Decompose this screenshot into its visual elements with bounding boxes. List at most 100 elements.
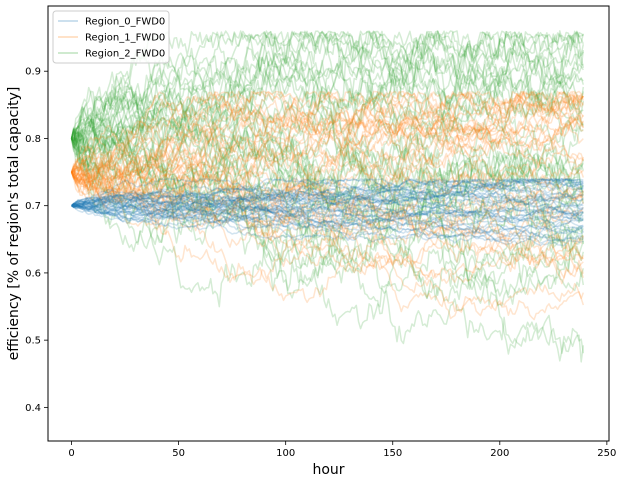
series-line-region-2-fwd0	[70, 30, 584, 191]
series-line-region-2-fwd0	[70, 90, 585, 264]
series-line-region-2-fwd0	[71, 30, 584, 196]
series-line-region-0-fwd0	[71, 188, 584, 214]
series-line-region-1-fwd0	[70, 90, 584, 187]
series-line-region-1-fwd0	[71, 116, 584, 200]
series-line-region-2-fwd0	[71, 58, 584, 214]
series-line-region-0-fwd0	[71, 187, 584, 220]
series-line-region-1-fwd0	[70, 91, 584, 183]
series-line-region-2-fwd0	[70, 30, 584, 225]
series-line-region-1-fwd0	[71, 142, 585, 236]
series-line-region-1-fwd0	[70, 90, 585, 173]
series-line-region-2-fwd0	[70, 97, 585, 278]
series-line-region-1-fwd0	[71, 91, 584, 191]
series-line-region-0-fwd0	[71, 200, 584, 243]
series-line-region-1-fwd0	[70, 171, 585, 279]
series-line-region-2-fwd0	[70, 42, 585, 169]
series-line-region-0-fwd0	[71, 198, 584, 217]
series-line-region-1-fwd0	[71, 150, 585, 321]
series-line-region-1-fwd0	[71, 147, 585, 252]
series-line-region-1-fwd0	[71, 90, 584, 183]
series-line-region-2-fwd0	[70, 128, 584, 315]
series-line-region-1-fwd0	[70, 112, 584, 221]
series-line-region-1-fwd0	[71, 154, 584, 285]
series-line-region-1-fwd0	[71, 99, 585, 184]
series-line-region-2-fwd0	[70, 66, 585, 227]
series-line-region-0-fwd0	[71, 187, 584, 226]
legend-label: Region_2_FWD0	[85, 49, 165, 60]
series-line-region-1-fwd0	[70, 90, 584, 198]
series-line-region-1-fwd0	[70, 90, 584, 194]
series-line-region-0-fwd0	[71, 178, 584, 208]
series-line-region-2-fwd0	[70, 30, 585, 145]
series-line-region-2-fwd0	[70, 110, 584, 222]
series-line-region-1-fwd0	[71, 136, 584, 266]
y-tick-label: 0.6	[25, 268, 41, 279]
y-tick-label: 0.9	[25, 67, 41, 78]
series-line-region-2-fwd0	[71, 137, 585, 363]
series-line-region-2-fwd0	[71, 30, 584, 146]
series-line-region-1-fwd0	[71, 167, 585, 286]
series-line-region-0-fwd0	[71, 200, 584, 238]
series-line-region-2-fwd0	[71, 48, 585, 239]
series-line-region-2-fwd0	[70, 30, 585, 189]
series-line-region-1-fwd0	[70, 128, 585, 238]
series-line-region-0-fwd0	[71, 178, 584, 207]
series-line-region-2-fwd0	[70, 75, 585, 292]
series-line-region-1-fwd0	[71, 90, 584, 199]
series-line-region-2-fwd0	[70, 60, 585, 268]
series-line-region-2-fwd0	[71, 74, 584, 232]
series-line-region-2-fwd0	[70, 138, 584, 292]
series-line-region-0-fwd0	[71, 190, 584, 211]
series-line-region-0-fwd0	[71, 182, 584, 221]
series-line-region-0-fwd0	[71, 179, 584, 209]
x-tick-label: 0	[68, 448, 74, 459]
series-line-region-2-fwd0	[70, 74, 585, 230]
legend-box	[52, 10, 170, 64]
series-line-region-1-fwd0	[70, 90, 584, 173]
series-line-region-1-fwd0	[71, 158, 584, 246]
series-line-region-1-fwd0	[71, 90, 584, 197]
y-tick-label: 0.7	[25, 201, 41, 212]
x-axis-title: hour	[312, 462, 344, 478]
legend-label: Region_0_FWD0	[85, 17, 165, 28]
series-line-region-0-fwd0	[71, 178, 584, 208]
series-line-region-1-fwd0	[70, 92, 585, 205]
legend-label: Region_1_FWD0	[85, 33, 165, 44]
series-line-region-0-fwd0	[71, 189, 584, 223]
series-line-region-1-fwd0	[70, 147, 584, 268]
series-line-region-0-fwd0	[71, 205, 584, 228]
series-line-region-0-fwd0	[71, 196, 584, 222]
series-line-region-0-fwd0	[71, 193, 584, 231]
series-line-region-0-fwd0	[71, 178, 584, 208]
y-axis: 0.4 0.5 0.6 0.7 0.8 0.9	[25, 67, 48, 414]
series-line-region-0-fwd0	[71, 178, 584, 215]
series-line-region-0-fwd0	[71, 190, 584, 215]
series-line-region-2-fwd0	[71, 112, 585, 307]
series-lines	[70, 30, 585, 363]
y-tick-label: 0.8	[25, 134, 41, 145]
series-line-region-0-fwd0	[71, 204, 584, 247]
series-line-region-2-fwd0	[71, 30, 584, 140]
series-line-region-1-fwd0	[70, 98, 585, 192]
series-line-region-2-fwd0	[71, 31, 584, 149]
series-line-region-1-fwd0	[70, 151, 584, 243]
series-line-region-2-fwd0	[70, 30, 584, 185]
series-line-region-2-fwd0	[71, 83, 584, 330]
series-line-region-0-fwd0	[71, 178, 584, 207]
plot-frame	[47, 5, 610, 442]
series-line-region-1-fwd0	[70, 163, 584, 274]
x-tick-label: 100	[276, 448, 295, 459]
x-tick-label: 50	[172, 448, 185, 459]
series-line-region-0-fwd0	[71, 200, 584, 226]
series-line-region-0-fwd0	[71, 199, 584, 227]
legend: Region_0_FWD0 Region_1_FWD0 Region_2_FWD0	[52, 10, 170, 64]
series-line-region-2-fwd0	[70, 55, 584, 224]
series-line-region-1-fwd0	[71, 93, 584, 195]
series-line-region-2-fwd0	[70, 47, 585, 355]
series-line-region-2-fwd0	[71, 31, 584, 164]
series-line-region-0-fwd0	[71, 201, 584, 220]
series-line-region-2-fwd0	[70, 30, 584, 159]
series-line-region-0-fwd0	[71, 195, 584, 233]
series-line-region-0-fwd0	[71, 203, 584, 244]
